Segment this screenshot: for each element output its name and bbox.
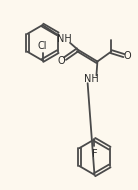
Text: F: F [92, 149, 97, 159]
Text: O: O [124, 51, 132, 61]
Text: O: O [57, 55, 65, 66]
Text: NH: NH [84, 74, 99, 84]
Text: NH: NH [57, 34, 71, 44]
Text: Cl: Cl [38, 41, 47, 51]
